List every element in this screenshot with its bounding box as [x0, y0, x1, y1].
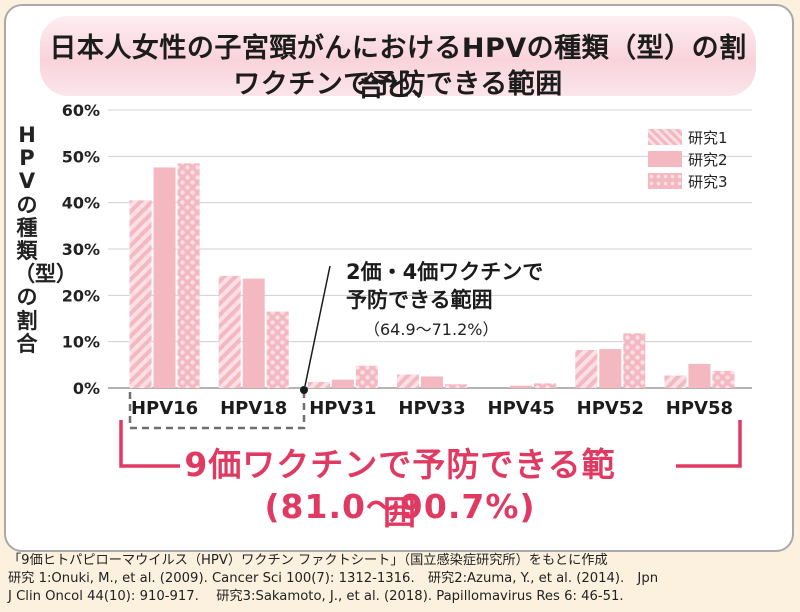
y-tick-label: 60% [62, 101, 100, 120]
legend-label: 研究1 [688, 128, 728, 147]
bar-HPV16-研究2 [153, 167, 176, 388]
bar-HPV52-研究3 [623, 333, 646, 388]
x-tick-labels: HPV16 HPV18 HPV31 HPV33 HPV45 HPV52 HPV58 [131, 398, 733, 419]
legend: 研究1 研究2 研究3 [648, 126, 738, 192]
legend-swatch [648, 173, 682, 189]
x-tick-label: HPV16 [131, 398, 198, 419]
bar-HPV31-研究2 [331, 379, 354, 388]
annotation-2-4-valent: 2価・4価ワクチンで 予防できる範囲 [346, 258, 606, 314]
y-tick-label: 0% [73, 379, 100, 398]
bracket-2-4-valent [128, 392, 306, 430]
annotation-2-4-line2: 予防できる範囲 [346, 288, 493, 312]
bar-HPV58-研究1 [664, 375, 687, 388]
y-tick-label: 20% [62, 286, 100, 305]
source-line2: 研究 1:Onuki, M., et al. (2009). Cancer Sc… [8, 571, 659, 586]
y-tick-labels: 0% 10% 20% 30% 40% 50% 60% [62, 101, 100, 398]
bar-HPV18-研究3 [266, 311, 289, 388]
bar-HPV58-研究3 [712, 370, 735, 388]
bar-HPV45-研究3 [534, 383, 557, 388]
chart-title-line1: 日本人女性の子宮頸がんにおけるHPVの種類（型）の割合と、 [49, 33, 747, 103]
legend-label: 研究2 [688, 150, 728, 169]
annotation-2-4-range: （64.9〜71.2%） [364, 320, 499, 339]
bar-HPV58-研究2 [688, 363, 711, 388]
annotation-2-4-line1: 2価・4価ワクチンで [346, 260, 544, 284]
bar-HPV18-研究1 [218, 275, 241, 388]
bar-HPV52-研究2 [599, 349, 622, 388]
bar-HPV31-研究3 [355, 365, 378, 388]
legend-swatch [648, 129, 682, 145]
y-tick-label: 50% [62, 147, 100, 166]
legend-item: 研究1 [648, 126, 738, 148]
source-line3: J Clin Oncol 44(10): 910-917. 研究3:Sakamo… [8, 589, 624, 604]
bar-HPV52-研究1 [575, 350, 598, 388]
bar-HPV33-研究1 [397, 374, 419, 388]
legend-swatch [648, 151, 682, 167]
title-banner: 日本人女性の子宮頸がんにおけるHPVの種類（型）の割合と、 ワクチンで予防できる… [40, 16, 756, 103]
bracket-9-valent-right [676, 420, 742, 468]
y-tick-label: 30% [62, 240, 100, 259]
legend-label: 研究3 [688, 172, 728, 191]
bar-HPV33-研究2 [421, 376, 443, 388]
legend-item: 研究3 [648, 170, 738, 192]
x-tick-label: HPV52 [577, 398, 644, 419]
bar-HPV31-研究1 [307, 381, 330, 388]
x-tick-label: HPV18 [220, 398, 287, 419]
range-brackets [119, 265, 742, 468]
bracket-2-4-marker [300, 386, 308, 394]
legend-item: 研究2 [648, 148, 738, 170]
bar-HPV16-研究1 [129, 200, 152, 388]
source-line1: 「9価ヒトパピローマウイルス（HPV）ワクチン ファクトシート」（国立感染症研究… [8, 553, 608, 568]
x-tick-label: HPV45 [488, 398, 555, 419]
y-tick-label: 40% [62, 194, 100, 213]
bar-HPV16-研究3 [177, 163, 200, 388]
x-tick-label: HPV31 [309, 398, 376, 419]
bracket-9-valent-left [119, 420, 184, 468]
source-note: 「9価ヒトパピローマウイルス（HPV）ワクチン ファクトシート」（国立感染症研究… [8, 552, 798, 606]
x-tick-label: HPV33 [398, 398, 465, 419]
bar-HPV45-研究2 [510, 385, 533, 388]
chart-title-line2: ワクチンで予防できる範囲 [233, 69, 563, 100]
bars [129, 163, 735, 388]
bar-HPV33-研究3 [445, 384, 467, 388]
y-tick-label: 10% [62, 333, 100, 352]
annotation-9-valent-range: (81.0〜90.7%) [264, 487, 536, 526]
bar-HPV18-研究2 [242, 278, 265, 388]
x-tick-label: HPV58 [666, 398, 733, 419]
annotation-leader-line [304, 265, 331, 387]
annotation-9-valent: 9価ワクチンで予防できる範囲 [180, 438, 620, 534]
